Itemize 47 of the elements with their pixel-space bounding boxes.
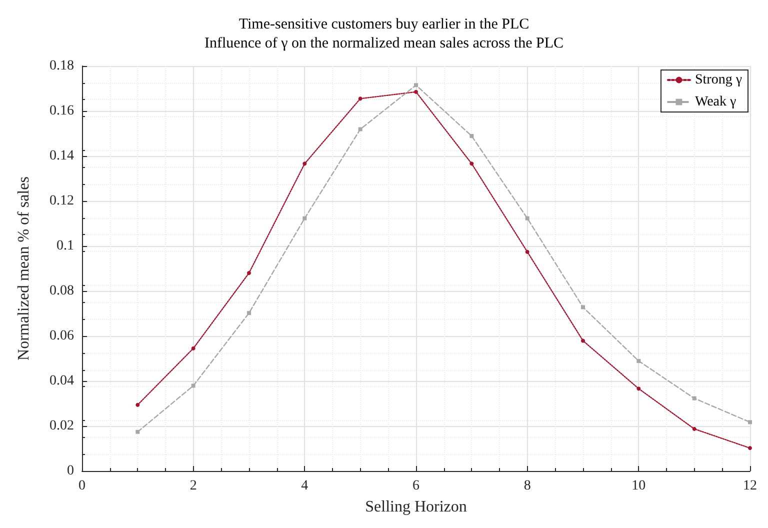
x-tick-label: 6: [412, 478, 420, 494]
point: [470, 162, 474, 166]
point: [302, 216, 307, 220]
x-tick-label: 2: [190, 478, 197, 494]
x-axis-title: Selling Horizon: [365, 498, 467, 516]
x-tick-label: 10: [632, 478, 646, 494]
x-tick-label: 8: [524, 478, 531, 494]
x-tick-label: 4: [301, 478, 308, 494]
point: [358, 96, 362, 101]
chart-subtitle: Influence of γ on the normalized mean sales across the PLC: [204, 36, 564, 52]
chart-title: Time-sensitive customers buy earlier in the PLC: [238, 16, 530, 32]
y-tick-label: 0.08: [50, 284, 74, 298]
point: [414, 90, 418, 94]
point: [247, 271, 251, 275]
point: [136, 402, 140, 407]
x-tick-label: 12: [743, 478, 757, 494]
point: [191, 384, 196, 388]
point: [636, 358, 641, 363]
point: [191, 346, 196, 350]
y-tick-label: 0.04: [50, 374, 74, 388]
y-tick-label: 0.12: [50, 194, 74, 208]
point: [358, 127, 362, 132]
x-tick-label: 0: [78, 478, 86, 494]
point: [748, 420, 752, 424]
y-tick-label: 0.14: [50, 148, 74, 164]
point: [302, 162, 307, 166]
y-tick-label: 0.02: [50, 418, 74, 434]
point: [636, 386, 641, 391]
y-tick-label: 0.06: [50, 328, 74, 344]
point: [692, 426, 696, 431]
y-tick-label: 0.18: [50, 58, 74, 74]
y-tick-label: 0: [67, 464, 74, 478]
point: [470, 134, 474, 138]
y-tick-label: 0.16: [50, 104, 74, 118]
point: [247, 311, 251, 316]
point: [692, 396, 696, 400]
point: [414, 83, 418, 88]
legend-label: Strong γ: [694, 72, 742, 88]
point: [581, 338, 585, 343]
point: [136, 430, 140, 434]
legend-label: Weak γ: [694, 94, 736, 110]
y-axis-title: Normalized mean % of sales: [16, 176, 32, 360]
point: [525, 216, 530, 220]
point: [525, 250, 530, 254]
point: [581, 305, 585, 310]
y-tick-label: 0.1: [56, 238, 74, 254]
point: [748, 446, 752, 450]
